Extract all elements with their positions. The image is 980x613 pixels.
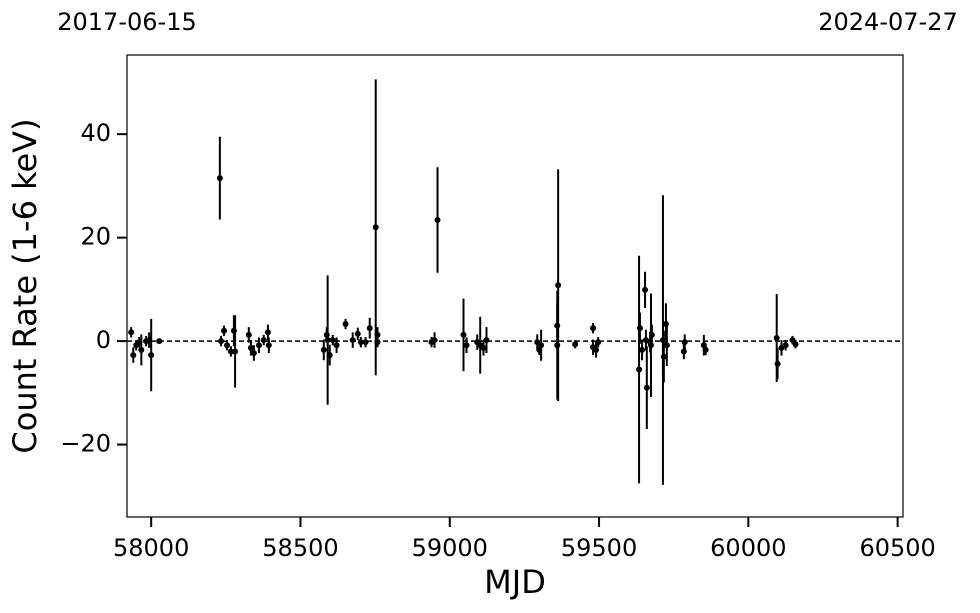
y-axis-label: Count Rate (1-6 keV) — [6, 118, 44, 453]
data-point — [320, 346, 327, 353]
data-point — [342, 321, 349, 328]
data-point — [333, 342, 340, 349]
data-point — [636, 366, 643, 373]
data-point — [593, 346, 600, 353]
data-point — [590, 325, 597, 332]
data-point — [555, 282, 562, 289]
data-point — [680, 348, 687, 355]
data-point — [660, 353, 667, 360]
data-point — [483, 337, 490, 344]
data-point — [372, 224, 379, 231]
data-point — [232, 348, 239, 355]
x-tick-label: 60000 — [710, 534, 786, 562]
y-tick-label: 40 — [80, 119, 111, 147]
data-point — [782, 342, 789, 349]
data-point — [366, 325, 373, 332]
data-point — [642, 286, 649, 293]
data-point — [357, 339, 364, 346]
data-point — [250, 349, 257, 356]
data-point — [681, 339, 688, 346]
data-point — [663, 342, 670, 349]
data-point — [255, 342, 262, 349]
top-tick-label: 2017-06-15 — [57, 8, 196, 36]
data-point — [216, 175, 223, 182]
data-point — [538, 342, 545, 349]
data-point — [702, 346, 709, 353]
data-point — [554, 342, 561, 349]
data-point — [636, 325, 643, 332]
data-point — [595, 339, 602, 346]
x-tick-label: 58000 — [113, 534, 189, 562]
data-point — [138, 346, 145, 353]
x-tick-label: 59000 — [412, 534, 488, 562]
data-point — [362, 339, 369, 346]
data-point — [792, 341, 799, 348]
top-tick-label: 2024-07-27 — [818, 8, 957, 36]
x-tick-label: 58500 — [262, 534, 338, 562]
data-point — [643, 384, 650, 391]
data-point — [463, 342, 470, 349]
x-tick-label: 60500 — [859, 534, 935, 562]
data-point — [264, 329, 271, 336]
x-axis-label: MJD — [484, 563, 546, 601]
y-tick-label: −20 — [60, 430, 111, 458]
data-point — [354, 330, 361, 337]
data-point — [349, 337, 356, 344]
data-point — [128, 329, 135, 336]
data-point — [639, 346, 646, 353]
data-point — [130, 352, 137, 359]
data-point — [789, 337, 796, 344]
data-point — [374, 331, 381, 338]
data-point — [460, 331, 467, 338]
data-point — [773, 334, 780, 341]
data-point — [156, 338, 163, 345]
y-tick-label: 20 — [80, 223, 111, 251]
plot-frame — [126, 54, 904, 518]
x-tick-label: 59500 — [561, 534, 637, 562]
data-point — [247, 344, 254, 351]
data-point — [224, 342, 231, 349]
data-point — [572, 341, 579, 348]
data-point — [648, 331, 655, 338]
y-tick-label: 0 — [96, 326, 111, 354]
data-point — [431, 337, 438, 344]
data-point — [245, 331, 252, 338]
data-point — [265, 342, 272, 349]
data-point — [324, 337, 331, 344]
data-point — [221, 327, 228, 334]
data-point — [374, 339, 381, 346]
data-point — [260, 337, 267, 344]
data-point — [227, 348, 234, 355]
data-point — [434, 217, 441, 224]
data-point — [326, 352, 333, 359]
data-point — [774, 360, 781, 367]
data-point — [148, 352, 155, 359]
data-point — [480, 344, 487, 351]
data-point — [218, 338, 225, 345]
data-point — [329, 337, 336, 344]
